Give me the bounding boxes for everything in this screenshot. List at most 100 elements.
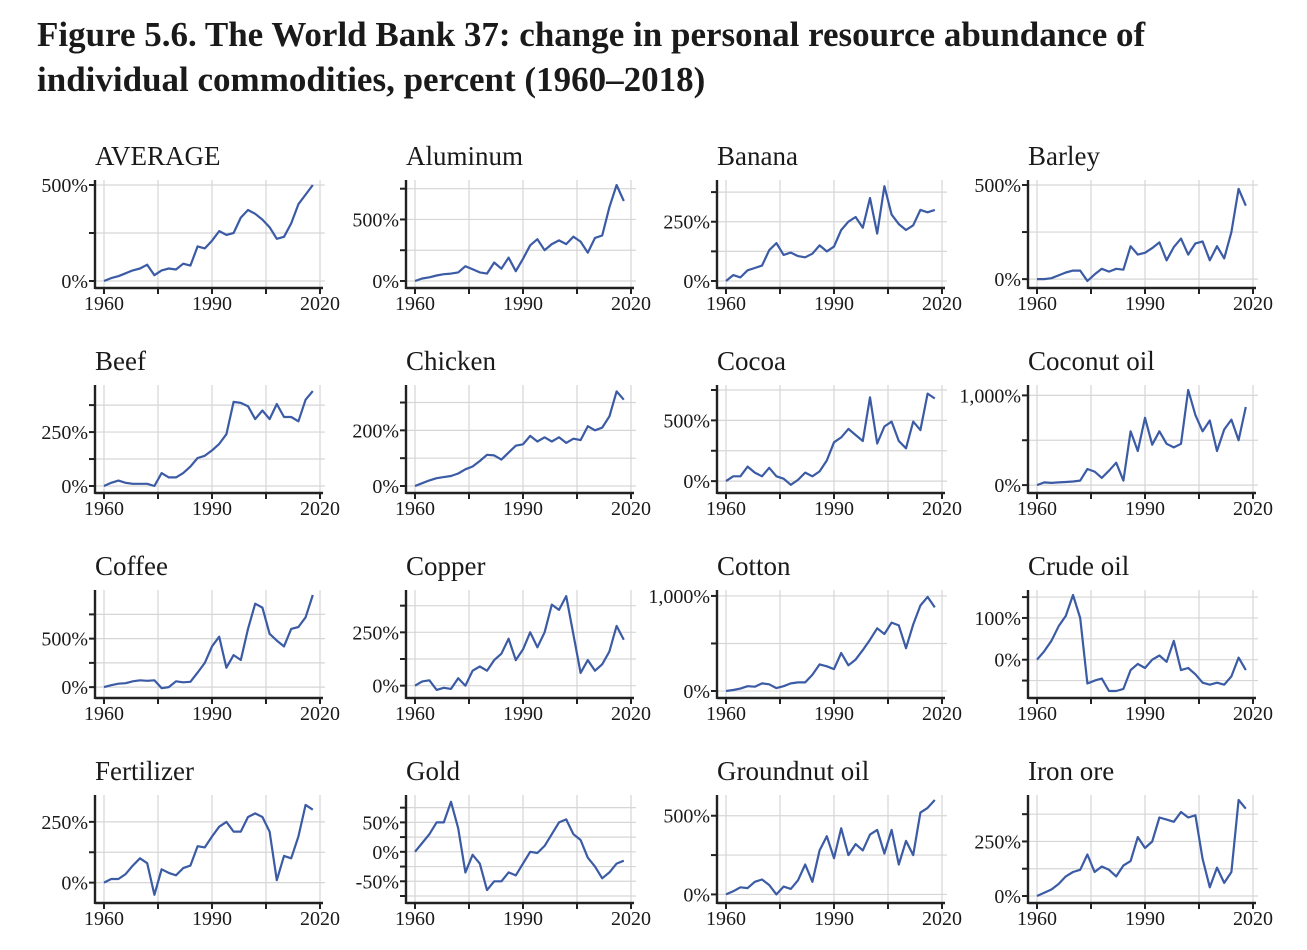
- panel-coconut-oil: Coconut oil 0% 1,000% 1960 1990 2020: [959, 345, 1273, 535]
- x-tick-label: 1990: [814, 908, 854, 930]
- panel-coffee: Coffee 0% 500% 1960 1990 2020: [30, 550, 340, 740]
- panel-title: Chicken: [406, 346, 496, 376]
- x-tick-label: 1990: [192, 293, 232, 315]
- panel-chart: Cocoa 0% 500% 1960 1990 2020: [663, 346, 962, 520]
- panel-chart: Beef 0% 250% 1960 1990 2020: [41, 346, 340, 520]
- x-tick-label: 1990: [814, 498, 854, 520]
- y-tick-label: 500%: [663, 410, 710, 432]
- x-tick-label: 1960: [84, 703, 124, 725]
- x-tick-label: 1960: [706, 498, 746, 520]
- y-tick-label: 0%: [372, 271, 399, 293]
- x-tick-label: 2020: [1233, 293, 1273, 315]
- y-tick-label: 50%: [362, 812, 399, 834]
- x-tick-label: 1960: [706, 703, 746, 725]
- panel-title: Iron ore: [1028, 756, 1114, 786]
- series-line: [103, 594, 314, 690]
- y-tick-label: 250%: [974, 831, 1021, 853]
- series-line: [103, 803, 314, 896]
- x-tick-label: 1960: [1017, 908, 1057, 930]
- panel-average: AVERAGE 0% 500% 1960 1990 2020: [30, 140, 340, 330]
- y-tick-label: 0%: [994, 269, 1021, 291]
- x-tick-label: 1960: [1017, 703, 1057, 725]
- series-line: [414, 595, 625, 691]
- panel-title: Coffee: [95, 551, 168, 581]
- y-tick-label: 0%: [372, 676, 399, 698]
- panel-chart: Gold -50% 0% 50% 1960 1990 2020: [356, 756, 651, 930]
- panel-cotton: Cotton 0% 1,000% 1960 1990 2020: [648, 550, 962, 740]
- panel-title: Banana: [717, 141, 798, 171]
- panel-chart: Cotton 0% 1,000% 1960 1990 2020: [648, 551, 962, 725]
- y-tick-label: 0%: [994, 886, 1021, 908]
- panel-title: AVERAGE: [95, 141, 221, 171]
- panel-gold: Gold -50% 0% 50% 1960 1990 2020: [341, 755, 651, 945]
- panel-title: Fertilizer: [95, 756, 194, 786]
- x-tick-label: 1990: [503, 703, 543, 725]
- y-tick-label: 500%: [41, 629, 88, 651]
- x-tick-label: 1960: [706, 908, 746, 930]
- panel-chicken: Chicken 0% 200% 1960 1990 2020: [341, 345, 651, 535]
- panel-title: Groundnut oil: [717, 756, 869, 786]
- series-line: [1036, 388, 1247, 487]
- panel-iron-ore: Iron ore 0% 250% 1960 1990 2020: [963, 755, 1273, 945]
- x-tick-label: 1990: [1125, 293, 1165, 315]
- panel-title: Aluminum: [406, 141, 523, 171]
- panel-chart: Copper 0% 250% 1960 1990 2020: [352, 551, 651, 725]
- y-tick-label: 100%: [974, 608, 1021, 630]
- panel-chart: Coffee 0% 500% 1960 1990 2020: [41, 551, 340, 725]
- y-tick-label: 0%: [61, 476, 88, 498]
- x-tick-label: 1990: [503, 293, 543, 315]
- x-tick-label: 1960: [395, 703, 435, 725]
- x-tick-label: 1990: [814, 293, 854, 315]
- x-tick-label: 2020: [611, 908, 651, 930]
- y-tick-label: 500%: [352, 209, 399, 231]
- y-tick-label: 0%: [683, 884, 710, 906]
- x-tick-label: 2020: [922, 293, 962, 315]
- series-line: [414, 390, 625, 488]
- x-tick-label: 1960: [84, 908, 124, 930]
- y-tick-label: 0%: [61, 271, 88, 293]
- y-tick-label: 500%: [663, 806, 710, 828]
- y-tick-label: 500%: [41, 175, 88, 197]
- y-tick-label: 250%: [663, 212, 710, 234]
- series-line: [725, 595, 936, 693]
- x-tick-label: 1960: [84, 498, 124, 520]
- y-tick-label: 0%: [683, 681, 710, 703]
- panel-chart: Barley 0% 500% 1960 1990 2020: [974, 141, 1273, 315]
- panel-title: Beef: [95, 346, 146, 376]
- series-line: [725, 392, 936, 486]
- series-line: [725, 185, 936, 282]
- y-tick-label: 250%: [352, 622, 399, 644]
- y-tick-label: 200%: [352, 420, 399, 442]
- y-tick-label: 250%: [41, 422, 88, 444]
- x-tick-label: 2020: [300, 293, 340, 315]
- x-tick-label: 1960: [84, 293, 124, 315]
- y-tick-label: 0%: [372, 476, 399, 498]
- x-tick-label: 2020: [922, 703, 962, 725]
- series-line: [103, 184, 314, 283]
- panel-banana: Banana 0% 250% 1960 1990 2020: [652, 140, 962, 330]
- x-tick-label: 1990: [192, 498, 232, 520]
- panel-beef: Beef 0% 250% 1960 1990 2020: [30, 345, 340, 535]
- y-tick-label: 0%: [994, 650, 1021, 672]
- x-tick-label: 1990: [192, 908, 232, 930]
- x-tick-label: 1990: [503, 498, 543, 520]
- panel-title: Crude oil: [1028, 551, 1129, 581]
- y-tick-label: 500%: [974, 175, 1021, 197]
- series-line: [414, 800, 625, 892]
- x-tick-label: 1960: [1017, 293, 1057, 315]
- panel-chart: Fertilizer 0% 250% 1960 1990 2020: [41, 756, 340, 930]
- x-tick-label: 2020: [922, 908, 962, 930]
- y-tick-label: 0%: [994, 475, 1021, 497]
- x-tick-label: 1960: [395, 908, 435, 930]
- y-tick-label: 1,000%: [959, 385, 1021, 407]
- series-line: [1036, 798, 1247, 897]
- y-tick-label: 0%: [683, 271, 710, 293]
- series-line: [414, 183, 625, 283]
- x-tick-label: 1990: [1125, 703, 1165, 725]
- y-tick-label: -50%: [356, 871, 399, 893]
- x-tick-label: 1990: [503, 908, 543, 930]
- panel-title: Gold: [406, 756, 461, 786]
- x-tick-label: 2020: [1233, 908, 1273, 930]
- panel-chart: Iron ore 0% 250% 1960 1990 2020: [974, 756, 1273, 930]
- panel-fertilizer: Fertilizer 0% 250% 1960 1990 2020: [30, 755, 340, 945]
